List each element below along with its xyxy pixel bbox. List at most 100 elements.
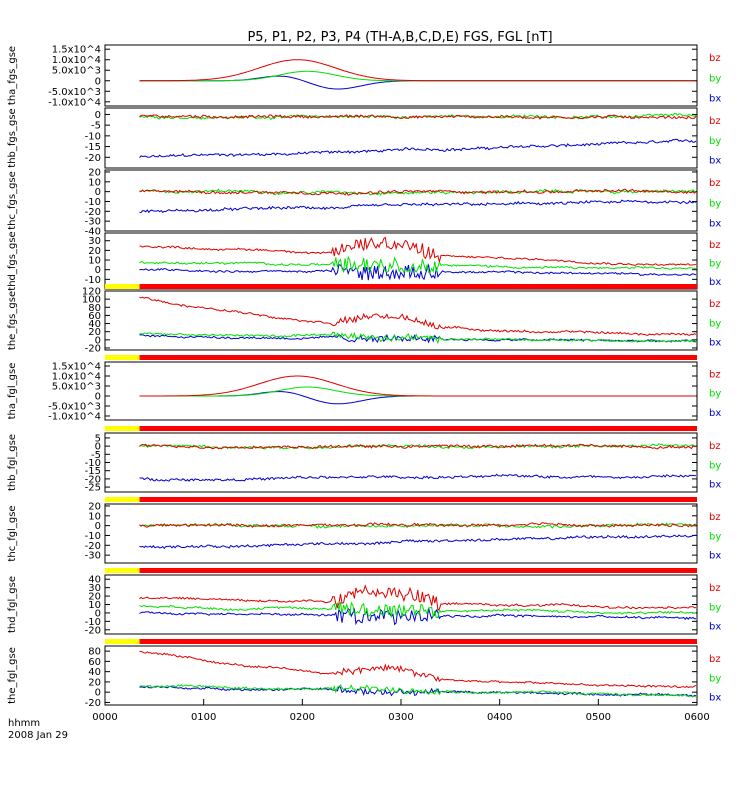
y-tick-label: 20 [88, 592, 101, 603]
data-quality-bar-yellow [105, 568, 140, 573]
legend-by: by [709, 73, 721, 84]
series-bx-line [139, 199, 697, 214]
panel-thb_fgs_gse: 0-5-10-15-20 thb_fgs_gse bz by bx [7, 107, 721, 169]
y-tick-label: -20 [85, 207, 101, 218]
y-tick-label: 60 [88, 657, 101, 668]
y-tick-label: 1.0x10^4 [52, 55, 101, 66]
y-tick-label: -5 [91, 450, 101, 461]
legend-by: by [709, 602, 721, 613]
x-tick-label: 0600 [684, 712, 709, 723]
y-tick-label: 20 [88, 246, 101, 257]
y-tick-label: 0 [95, 392, 101, 403]
legend-bz: bz [709, 370, 721, 381]
y-tick-label: -10 [85, 275, 101, 286]
x-tick-label: 0000 [92, 712, 117, 723]
series-bx-line [139, 473, 697, 482]
legend-bz: bz [709, 116, 721, 127]
panel-frame [104, 432, 698, 493]
series-bx-line [139, 607, 696, 626]
x-tick-label: 0300 [388, 712, 413, 723]
legend-by: by [709, 389, 721, 400]
y-tick-label: -15 [85, 142, 101, 153]
y-tick-label: -20 [85, 541, 101, 552]
legend-by: by [709, 460, 721, 471]
y-tick-label: 0 [95, 442, 101, 453]
y-tick-label: -1.0x10^4 [48, 97, 101, 108]
series-bz-line [139, 522, 697, 528]
series-bx-line [139, 333, 697, 344]
y-tick-label: -10 [85, 131, 101, 142]
y-tick-label: 0 [95, 76, 101, 87]
series-by-line [139, 601, 697, 619]
legend-bx: bx [709, 408, 721, 419]
series-by-line [139, 331, 697, 345]
series-bx-line [139, 75, 696, 90]
y-tick-label: 1.5x10^4 [52, 45, 101, 56]
y-tick-label: 40 [88, 667, 101, 678]
panel-frame [104, 645, 698, 706]
y-axis-label: the_fgl_gse [7, 647, 18, 704]
data-quality-bar-red [139, 639, 698, 644]
y-tick-label: -20 [85, 343, 101, 354]
chart-title: P5, P1, P2, P3, P4 (TH-A,B,C,D,E) FGS, F… [247, 30, 552, 45]
series-by-line [139, 386, 696, 397]
y-tick-label: 5 [95, 433, 101, 444]
series-bx-line [139, 263, 697, 281]
legend-by: by [709, 198, 721, 209]
y-tick-label: -20 [85, 474, 101, 485]
y-tick-label: 20 [88, 677, 101, 688]
data-quality-bar-yellow [105, 497, 140, 502]
series-bz-line [139, 59, 696, 82]
y-tick-label: 30 [88, 236, 101, 247]
series-bz-line [139, 584, 697, 611]
legend-bz: bz [709, 240, 721, 251]
date-label: 2008 Jan 29 [8, 730, 68, 741]
legend-bz: bz [709, 583, 721, 594]
panel-frame [104, 574, 698, 635]
y-tick-label: 10 [88, 600, 101, 611]
y-tick-label: -10 [85, 531, 101, 542]
data-quality-bar-yellow [105, 355, 140, 360]
y-tick-label: 10 [88, 256, 101, 267]
legend-bz: bz [709, 53, 721, 64]
y-tick-label: -10 [85, 617, 101, 628]
legend-bx: bx [709, 277, 721, 288]
y-axis-label: the_fgs_gse [7, 291, 18, 350]
y-tick-label: 10 [88, 177, 101, 188]
data-quality-bar-red [139, 355, 698, 360]
panel-frame [104, 503, 698, 564]
y-tick-label: 20 [88, 327, 101, 338]
y-tick-label: -5.0x10^3 [48, 402, 101, 413]
y-tick-label: -25 [85, 483, 101, 494]
legend-bx: bx [709, 622, 721, 633]
y-tick-label: -20 [85, 153, 101, 164]
panel-tha_fgl_gse: 1.5x10^41.0x10^45.0x10^30-5.0x10^3-1.0x1… [7, 355, 721, 423]
y-tick-label: -5.0x10^3 [48, 87, 101, 98]
series-by-line [139, 684, 697, 698]
y-tick-label: 20 [88, 501, 101, 512]
data-quality-bar-red [139, 284, 698, 289]
x-tick-label: 0400 [487, 712, 512, 723]
y-tick-label: 0 [95, 335, 101, 346]
legend-bx: bx [709, 338, 721, 349]
legend-by: by [709, 136, 721, 147]
y-axis-label: thc_fgs_gse [7, 171, 18, 230]
y-tick-label: -40 [85, 227, 101, 238]
data-quality-bar-red [139, 568, 698, 573]
panel-frame [104, 232, 698, 290]
y-tick-label: -20 [85, 625, 101, 636]
legend-bx: bx [709, 156, 721, 167]
x-axis: 0000 0100 0200 0300 0400 0500 0600 [92, 699, 710, 723]
panel-frame [104, 169, 698, 232]
y-tick-label: -10 [85, 458, 101, 469]
series-bz-line [139, 236, 697, 266]
legend-bz: bz [709, 654, 721, 665]
panel-tha_fgs_gse: 1.5x10^41.0x10^45.0x10^30-5.0x10^3-1.0x1… [7, 44, 721, 108]
y-tick-label: 10 [88, 511, 101, 522]
legend-bx: bx [709, 93, 721, 104]
y-axis-label: thd_fgl_gse [7, 576, 18, 633]
